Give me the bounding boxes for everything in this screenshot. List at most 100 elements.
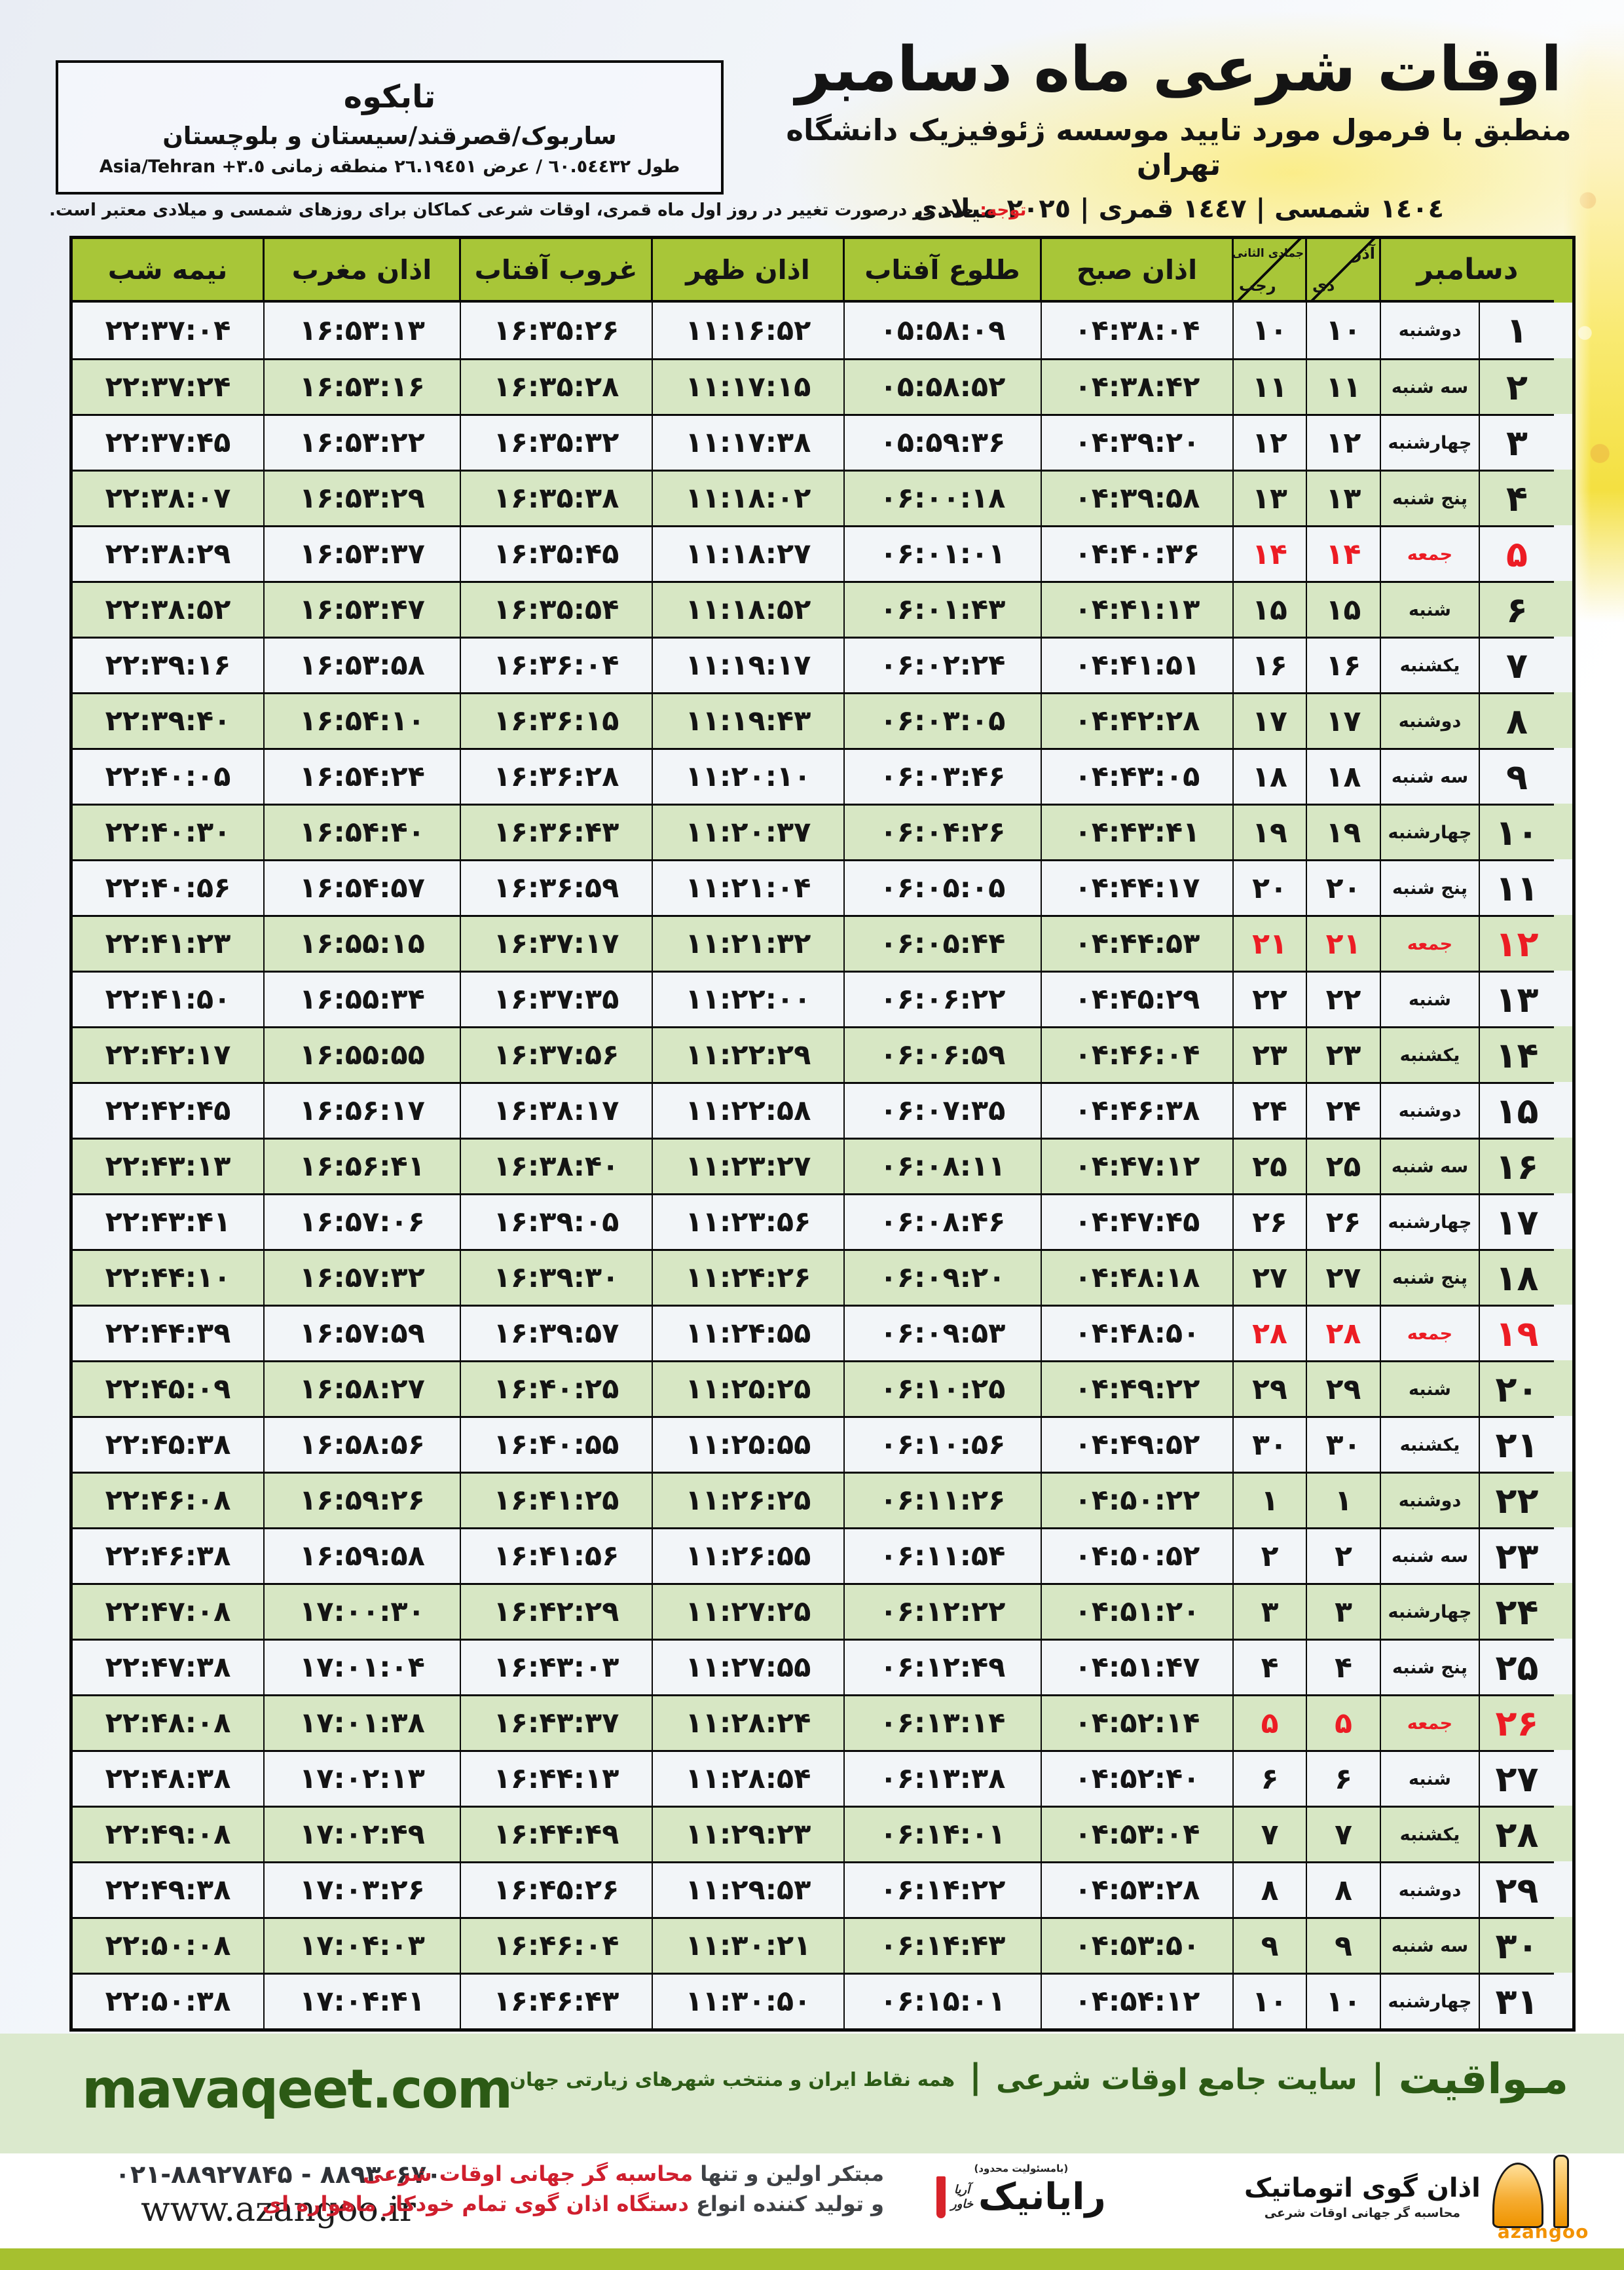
weekday-name: سه شنبه (1381, 1138, 1480, 1193)
sunset-time: ۱۶:۴۰:۵۵ (461, 1416, 653, 1472)
lunar-day-number: ۲۸ (1234, 1305, 1307, 1360)
sunrise-time: ۰۶:۰۹:۵۳ (845, 1305, 1042, 1360)
lunar-day-number: ۱۹ (1234, 804, 1307, 859)
table-row: ۲۲:۴۶:۳۸ ۱۶:۵۹:۵۸ ۱۶:۴۱:۵۶ ۱۱:۲۶:۵۵ ۰۶:۱… (73, 1527, 1572, 1583)
december-day-number: ۷ (1480, 637, 1554, 692)
mavaqeet-site-link[interactable]: mavaqeet.com (82, 2058, 513, 2121)
december-day-number: ۱۶ (1480, 1138, 1554, 1193)
december-day-number: ۱۴ (1480, 1026, 1554, 1082)
sunset-time: ۱۶:۴۶:۰۴ (461, 1917, 653, 1973)
sunset-time: ۱۶:۳۵:۵۴ (461, 581, 653, 637)
maghrib-time: ۱۶:۵۳:۱۳ (265, 303, 461, 358)
column-header-solar-months: آذر دی (1307, 239, 1381, 303)
maghrib-time: ۱۶:۵۳:۴۷ (265, 581, 461, 637)
column-header-dhuhr: اذان ظهر (653, 239, 845, 303)
solar-day-number: ۲۳ (1307, 1026, 1381, 1082)
table-row: ۲۲:۴۹:۰۸ ۱۷:۰۲:۴۹ ۱۶:۴۴:۴۹ ۱۱:۲۹:۲۳ ۰۶:۱… (73, 1806, 1572, 1861)
column-header-maghrib: اذان مغرب (265, 239, 461, 303)
table-row: ۲۲:۴۲:۴۵ ۱۶:۵۶:۱۷ ۱۶:۳۸:۱۷ ۱۱:۲۲:۵۸ ۰۶:۰… (73, 1082, 1572, 1138)
sunset-time: ۱۶:۳۵:۴۵ (461, 525, 653, 581)
december-day-number: ۲۱ (1480, 1416, 1554, 1472)
minaret-icon (1553, 2155, 1569, 2228)
location-timezone: Asia/Tehran +٣.٥ (99, 156, 265, 177)
december-day-number: ۳ (1480, 414, 1554, 470)
fajr-time: ۰۴:۵۲:۴۰ (1042, 1750, 1234, 1806)
azangoo-dome-minaret-icon: azangoo (1492, 2155, 1588, 2242)
lunar-day-number: ۱۴ (1234, 525, 1307, 581)
sunset-time: ۱۶:۳۶:۵۹ (461, 859, 653, 915)
lunar-month-bottom-label: رجب (1239, 276, 1276, 295)
sunrise-time: ۰۶:۰۴:۲۶ (845, 804, 1042, 859)
dhuhr-time: ۱۱:۲۲:۵۸ (653, 1082, 845, 1138)
sunset-time: ۱۶:۳۸:۱۷ (461, 1082, 653, 1138)
weekday-name: یکشنبه (1381, 637, 1480, 692)
dhuhr-time: ۱۱:۱۷:۱۵ (653, 358, 845, 414)
lunar-day-number: ۶ (1234, 1750, 1307, 1806)
lunar-day-number: ۲۱ (1234, 915, 1307, 971)
solar-day-number: ۳ (1307, 1583, 1381, 1639)
dhuhr-time: ۱۱:۲۴:۲۶ (653, 1249, 845, 1305)
table-row: ۲۲:۴۳:۴۱ ۱۶:۵۷:۰۶ ۱۶:۳۹:۰۵ ۱۱:۲۳:۵۶ ۰۶:۰… (73, 1193, 1572, 1249)
maghrib-time: ۱۶:۵۶:۱۷ (265, 1082, 461, 1138)
azangoo-name-en: azangoo (1497, 2221, 1589, 2242)
dhuhr-time: ۱۱:۲۳:۵۶ (653, 1193, 845, 1249)
dhuhr-time: ۱۱:۲۸:۲۴ (653, 1694, 845, 1750)
maghrib-time: ۱۶:۵۵:۵۵ (265, 1026, 461, 1082)
midnight-time: ۲۲:۴۷:۰۸ (73, 1583, 265, 1639)
weekday-name: چهارشنبه (1381, 414, 1480, 470)
sunset-time: ۱۶:۳۵:۳۸ (461, 470, 653, 525)
weekday-name: شنبه (1381, 971, 1480, 1026)
solar-month-top-label: آذر (1352, 244, 1375, 263)
table-row: ۲۲:۳۹:۱۶ ۱۶:۵۳:۵۸ ۱۶:۳۶:۰۴ ۱۱:۱۹:۱۷ ۰۶:۰… (73, 637, 1572, 692)
midnight-time: ۲۲:۴۸:۳۸ (73, 1750, 265, 1806)
solar-day-number: ۱۷ (1307, 692, 1381, 748)
sunrise-time: ۰۶:۰۹:۲۰ (845, 1249, 1042, 1305)
maghrib-time: ۱۶:۵۷:۰۶ (265, 1193, 461, 1249)
sunset-time: ۱۶:۴۱:۲۵ (461, 1472, 653, 1527)
dhuhr-time: ۱۱:۲۳:۲۷ (653, 1138, 845, 1193)
azangoo-website-link[interactable]: www.azangoo.ir (141, 2190, 416, 2229)
fajr-time: ۰۴:۳۸:۴۲ (1042, 358, 1234, 414)
dhuhr-time: ۱۱:۲۵:۵۵ (653, 1416, 845, 1472)
promo-line1-red: محاسبه گر جهانی اوقات شرعی (363, 2161, 693, 2186)
table-row: ۲۲:۴۰:۳۰ ۱۶:۵۴:۴۰ ۱۶:۳۶:۴۳ ۱۱:۲۰:۳۷ ۰۶:۰… (73, 804, 1572, 859)
solar-day-number: ۱۸ (1307, 748, 1381, 804)
fajr-time: ۰۴:۴۴:۱۷ (1042, 859, 1234, 915)
solar-day-number: ۱۵ (1307, 581, 1381, 637)
solar-month-bottom-label: دی (1312, 276, 1335, 295)
dhuhr-time: ۱۱:۲۵:۲۵ (653, 1360, 845, 1416)
december-day-number: ۹ (1480, 748, 1554, 804)
solar-day-number: ۵ (1307, 1694, 1381, 1750)
december-day-number: ۲۳ (1480, 1527, 1554, 1583)
sunrise-time: ۰۶:۰۵:۴۴ (845, 915, 1042, 971)
page-title: اوقات شرعی ماه دسامبر (795, 34, 1562, 105)
lunar-day-number: ۲۳ (1234, 1026, 1307, 1082)
location-region: ساربوک/قصرقند/سیستان و بلوچستان (162, 121, 617, 150)
sunrise-time: ۰۶:۱۴:۰۱ (845, 1806, 1042, 1861)
lunar-day-number: ۲۷ (1234, 1249, 1307, 1305)
lunar-day-number: ۵ (1234, 1694, 1307, 1750)
solar-day-number: ۱۲ (1307, 414, 1381, 470)
fajr-time: ۰۴:۴۱:۵۱ (1042, 637, 1234, 692)
weekday-name: شنبه (1381, 1750, 1480, 1806)
december-day-number: ۲۸ (1480, 1806, 1554, 1861)
mavaqeet-fa-line: مـواقیت | سایت جامع اوقات شرعی | همه نقا… (509, 2034, 1568, 2125)
weekday-name: جمعه (1381, 915, 1480, 971)
midnight-time: ۲۲:۳۹:۱۶ (73, 637, 265, 692)
december-day-number: ۲۷ (1480, 1750, 1554, 1806)
weekday-name: پنج شنبه (1381, 1639, 1480, 1694)
sunrise-time: ۰۶:۰۱:۰۱ (845, 525, 1042, 581)
december-day-number: ۲۶ (1480, 1694, 1554, 1750)
table-row: ۲۲:۴۲:۱۷ ۱۶:۵۵:۵۵ ۱۶:۳۷:۵۶ ۱۱:۲۲:۲۹ ۰۶:۰… (73, 1026, 1572, 1082)
lunar-day-number: ۲۰ (1234, 859, 1307, 915)
weekday-name: پنج شنبه (1381, 1249, 1480, 1305)
promo-line2-red: دستگاه اذان گوی تمام خودکار ماهواره ای (262, 2191, 689, 2217)
solar-day-number: ۲۴ (1307, 1082, 1381, 1138)
sunrise-time: ۰۶:۱۰:۵۶ (845, 1416, 1042, 1472)
dhuhr-time: ۱۱:۱۹:۱۷ (653, 637, 845, 692)
midnight-time: ۲۲:۴۴:۳۹ (73, 1305, 265, 1360)
lunar-day-number: ۱ (1234, 1472, 1307, 1527)
midnight-time: ۲۲:۵۰:۳۸ (73, 1973, 265, 2028)
weekday-name: شنبه (1381, 581, 1480, 637)
weekday-name: چهارشنبه (1381, 1583, 1480, 1639)
